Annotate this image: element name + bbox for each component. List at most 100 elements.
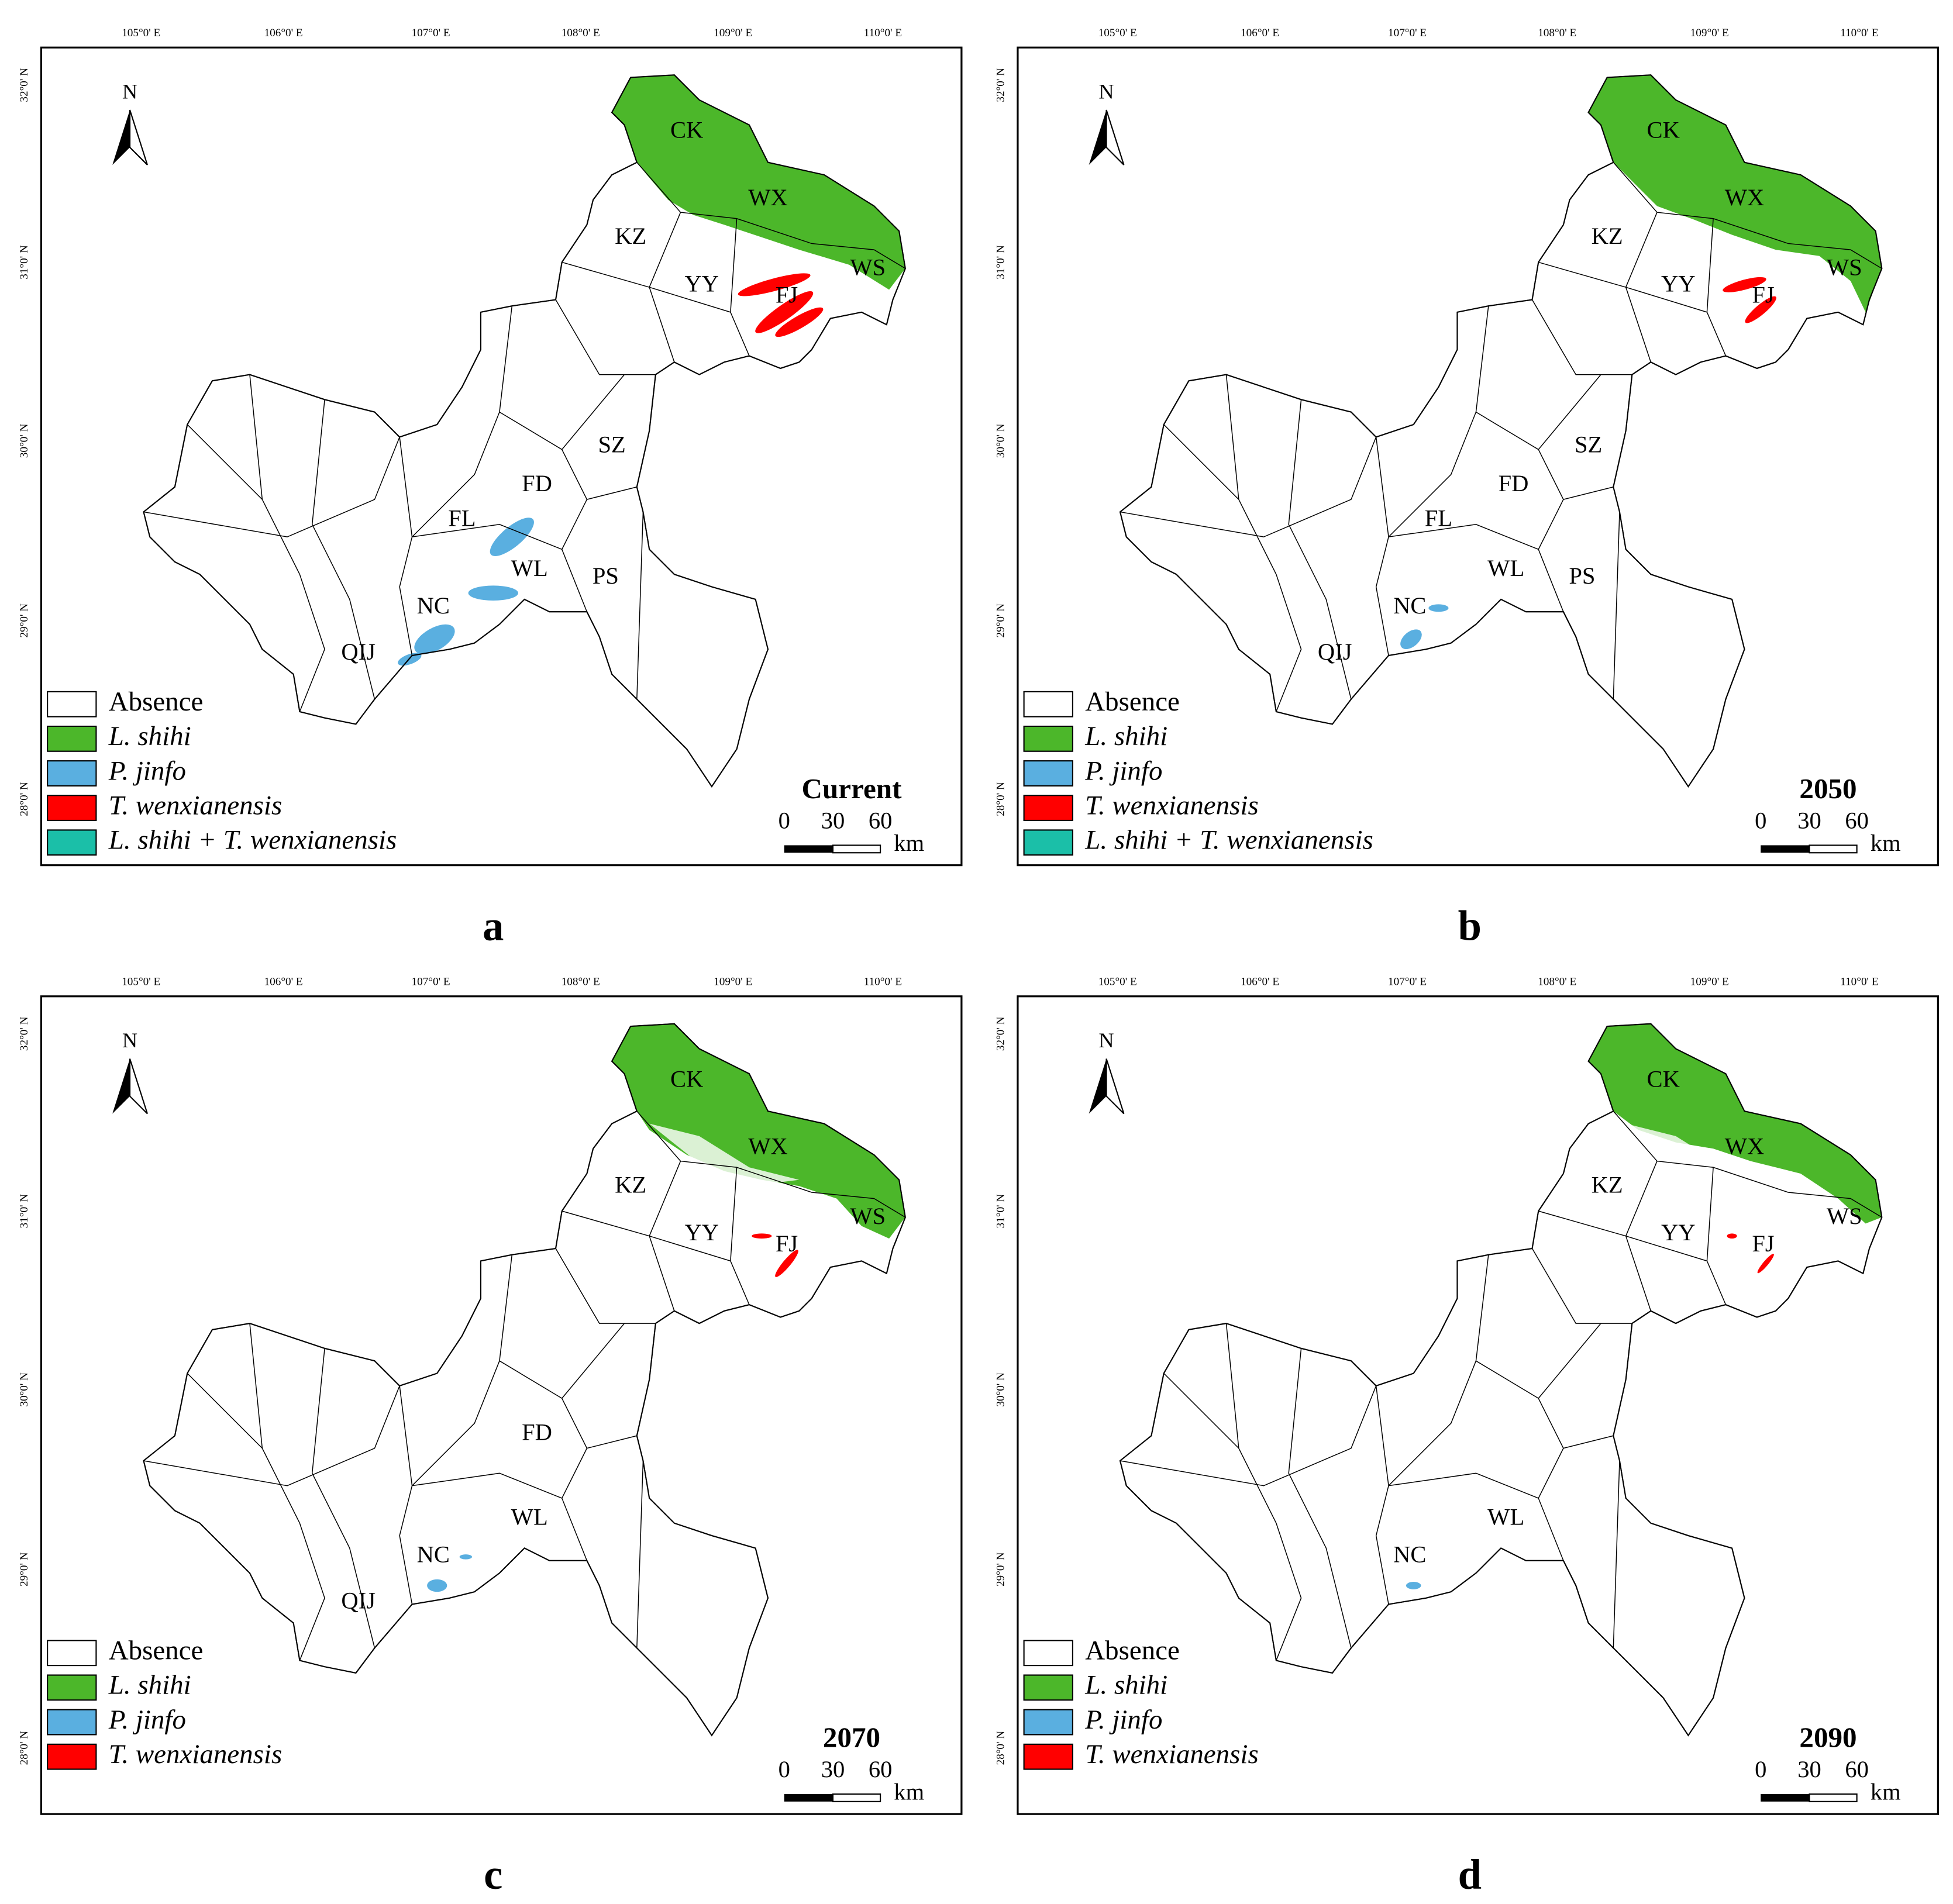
district-label: QIJ bbox=[1318, 639, 1352, 665]
district-label: KZ bbox=[1592, 223, 1623, 249]
scale-bar bbox=[832, 1793, 881, 1802]
district-label: CK bbox=[670, 1065, 703, 1092]
longitude-label: 110°0' E bbox=[1840, 976, 1878, 988]
species-area bbox=[1757, 1254, 1774, 1274]
species-area bbox=[1723, 277, 1766, 292]
latitude-label: 32°0' N bbox=[995, 1016, 1007, 1051]
district-boundary bbox=[1538, 1323, 1601, 1399]
district-label: WL bbox=[1487, 555, 1524, 581]
legend-swatch bbox=[1023, 1709, 1073, 1736]
district-boundary bbox=[249, 1323, 325, 1661]
district-boundary bbox=[562, 499, 588, 550]
district-label: FL bbox=[1425, 505, 1452, 532]
latitude-label: 28°0' N bbox=[18, 1731, 30, 1765]
district-label: FJ bbox=[1752, 282, 1774, 308]
species-area bbox=[775, 307, 824, 337]
species-area bbox=[1588, 75, 1882, 312]
legend-swatch bbox=[47, 760, 97, 787]
district-boundary bbox=[1375, 1385, 1389, 1605]
period-label: 2050 bbox=[1799, 772, 1856, 805]
legend-swatch bbox=[1023, 691, 1073, 718]
district-label: WX bbox=[1725, 1133, 1765, 1160]
scale-tick-label: 30 bbox=[821, 1756, 845, 1782]
district-boundary bbox=[555, 1248, 656, 1324]
species-area bbox=[755, 291, 814, 333]
district-boundary bbox=[1538, 499, 1564, 550]
scale-tick-label: 30 bbox=[1797, 807, 1821, 833]
district-boundary bbox=[1225, 1323, 1302, 1661]
legend-label: T. wenxianensis bbox=[109, 790, 282, 820]
district-boundary bbox=[1706, 218, 1727, 356]
legend-swatch bbox=[1023, 1743, 1073, 1770]
legend-label: P. jinfo bbox=[1084, 1705, 1162, 1735]
species-area bbox=[752, 1233, 772, 1239]
latitude-label: 28°0' N bbox=[995, 1731, 1007, 1765]
period-label: 2070 bbox=[823, 1721, 880, 1753]
latitude-label: 29°0' N bbox=[995, 603, 1007, 638]
scale-bar bbox=[1761, 1793, 1810, 1802]
legend-label: L. shihi bbox=[1084, 721, 1167, 751]
district-label: CK bbox=[1647, 1065, 1680, 1092]
district-label: SZ bbox=[1575, 432, 1602, 458]
district-label: FJ bbox=[776, 282, 798, 308]
district-label: YY bbox=[1661, 270, 1696, 296]
scale-unit: km bbox=[894, 1778, 924, 1805]
longitude-label: 109°0' E bbox=[1690, 976, 1729, 988]
longitude-label: 110°0' E bbox=[864, 27, 902, 39]
period-label: Current bbox=[802, 772, 903, 805]
scale-tick-label: 60 bbox=[869, 807, 893, 833]
district-label: WL bbox=[1487, 1504, 1524, 1530]
district-label: CK bbox=[1647, 117, 1680, 143]
district-label: KZ bbox=[1592, 1172, 1623, 1198]
legend-swatch bbox=[1023, 1674, 1073, 1701]
species-area bbox=[468, 585, 518, 601]
district-label: FJ bbox=[1752, 1230, 1774, 1257]
species-area bbox=[414, 624, 455, 654]
longitude-label: 106°0' E bbox=[1241, 27, 1279, 39]
species-area bbox=[490, 518, 534, 557]
district-label: NC bbox=[1393, 592, 1426, 619]
legend-swatch bbox=[1023, 760, 1073, 787]
district-boundary bbox=[562, 374, 625, 450]
legend-swatch bbox=[47, 1743, 97, 1770]
scale-bar bbox=[832, 844, 881, 854]
north-arrow bbox=[1105, 109, 1125, 165]
district-boundary bbox=[636, 1110, 906, 1218]
latitude-label: 31°0' N bbox=[995, 245, 1007, 280]
north-label: N bbox=[1098, 80, 1114, 104]
district-boundary bbox=[411, 412, 500, 537]
longitude-label: 110°0' E bbox=[1840, 27, 1878, 39]
panel-label: b bbox=[1458, 902, 1482, 949]
district-label: FL bbox=[448, 505, 476, 532]
district-label: NC bbox=[1393, 1541, 1426, 1568]
district-boundary bbox=[562, 1323, 625, 1399]
scale-bar bbox=[784, 1793, 833, 1802]
longitude-label: 107°0' E bbox=[1388, 976, 1427, 988]
district-boundary bbox=[143, 1385, 400, 1486]
legend-label: T. wenxianensis bbox=[1085, 790, 1258, 820]
district-boundary bbox=[1388, 524, 1564, 612]
scale-tick-label: 0 bbox=[779, 1756, 790, 1782]
scale-tick-label: 60 bbox=[1845, 807, 1869, 833]
district-label: QIJ bbox=[341, 1588, 376, 1614]
district-boundary bbox=[1388, 1360, 1477, 1486]
longitude-label: 108°0' E bbox=[1538, 27, 1576, 39]
district-boundary bbox=[1538, 374, 1601, 450]
legend-label: T. wenxianensis bbox=[1085, 1739, 1258, 1770]
district-label: WX bbox=[748, 184, 788, 211]
region-outline-stroke bbox=[143, 1023, 906, 1737]
district-boundary bbox=[311, 1348, 376, 1648]
district-boundary bbox=[636, 1460, 644, 1648]
district-boundary bbox=[1375, 437, 1389, 656]
legend-swatch bbox=[1023, 829, 1073, 856]
scale-tick-label: 60 bbox=[869, 1756, 893, 1782]
district-label: NC bbox=[417, 592, 450, 619]
district-boundary bbox=[1538, 1448, 1564, 1499]
map-panel: 105°0' E 106°0' E 107°0' E 108°0' E 109°0' E… bbox=[995, 976, 1939, 1898]
legend-label: L. shihi + T. wenxianensis bbox=[108, 825, 397, 856]
legend-swatch bbox=[1023, 725, 1073, 752]
district-boundary bbox=[412, 1472, 588, 1561]
legend-label: P. jinfo bbox=[108, 756, 186, 786]
